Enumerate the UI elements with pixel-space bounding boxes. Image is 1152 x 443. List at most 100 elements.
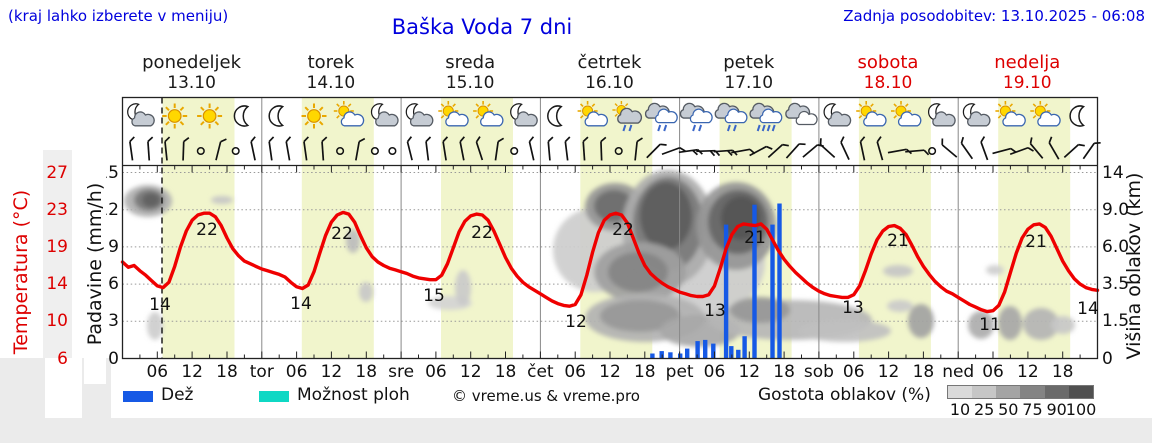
precip-tick-label: 6 bbox=[108, 274, 119, 295]
copyright-link[interactable]: © vreme.us & vreme.pro bbox=[452, 387, 640, 405]
time-label: 12 bbox=[599, 362, 621, 382]
temp-value-label: 11 bbox=[979, 315, 1001, 335]
weather-icon-cr bbox=[714, 102, 748, 132]
wind-barb-icon bbox=[819, 138, 836, 158]
temp-value-label: 14 bbox=[1077, 299, 1099, 319]
day-name: sobota bbox=[857, 52, 919, 73]
wind-barb-icon bbox=[646, 143, 667, 159]
wind-barb-icon bbox=[547, 136, 554, 161]
gradient-segment bbox=[1068, 386, 1093, 398]
rain-legend-label: Dež bbox=[161, 385, 194, 405]
wind-barb-icon bbox=[129, 136, 135, 161]
temp-axis-title: Temperatura (°C) bbox=[10, 189, 32, 355]
wind-barb-icon bbox=[1029, 137, 1044, 159]
gradient-segment bbox=[972, 386, 997, 398]
weather-icon-m bbox=[233, 105, 250, 127]
time-label: 18 bbox=[494, 362, 517, 382]
day-date: 15.10 bbox=[445, 73, 495, 93]
time-label: 06 bbox=[146, 362, 169, 382]
temp-tick-label: 6 bbox=[57, 348, 68, 369]
wind-barb-icon bbox=[876, 136, 884, 161]
wind-calm-icon bbox=[231, 146, 240, 156]
menu-hint-link[interactable]: (kraj lahko izberete v meniju) bbox=[8, 7, 229, 25]
wind-barb-icon bbox=[696, 149, 721, 157]
temp-value-label: 14 bbox=[149, 295, 171, 315]
wind-barb-icon bbox=[600, 136, 607, 161]
day-abbr-label: sob bbox=[803, 362, 834, 382]
cloud-height-tick-label: 9.0 bbox=[1102, 199, 1130, 220]
temp-tick-label: 23 bbox=[46, 199, 68, 220]
rain-legend-swatch bbox=[123, 391, 153, 402]
wind-barb-icon bbox=[941, 138, 958, 158]
wind-barb-icon bbox=[634, 137, 643, 161]
day-date: 18.10 bbox=[863, 73, 913, 93]
wind-barb-icon bbox=[960, 136, 974, 160]
wind-barb-icon bbox=[442, 136, 449, 161]
wind-barb-icon bbox=[785, 143, 806, 159]
time-label: 06 bbox=[842, 362, 865, 382]
weather-icon-mc bbox=[405, 103, 434, 127]
wind-calm-icon bbox=[336, 146, 345, 156]
temp-tick-label: 10 bbox=[46, 311, 68, 332]
gradient-segment bbox=[996, 386, 1021, 398]
wind-barb-icon bbox=[425, 136, 432, 161]
wind-barb-icon bbox=[164, 136, 171, 161]
weather-icon-sc bbox=[995, 100, 1026, 127]
wind-barb-icon bbox=[250, 136, 256, 161]
wind-barb-icon bbox=[475, 136, 484, 161]
wind-barb-icon bbox=[661, 146, 686, 156]
weather-icon-mc bbox=[510, 103, 538, 127]
cloud-density-legend-label: Gostota oblakov (%) bbox=[758, 385, 931, 405]
gradient-value-label: 90 bbox=[1046, 400, 1067, 419]
weather-icon-crh bbox=[749, 102, 783, 132]
weather-icon-mc bbox=[927, 103, 956, 127]
wind-barb-icon bbox=[459, 136, 465, 161]
day-abbr-label: ned bbox=[942, 362, 975, 382]
temp-tick-label: 19 bbox=[46, 236, 68, 257]
day-name: četrtek bbox=[577, 52, 642, 73]
cloud-height-tick-label: 6.0 bbox=[1102, 236, 1130, 257]
day-name: ponedeljek bbox=[142, 52, 242, 73]
day-date: 14.10 bbox=[306, 73, 356, 93]
day-abbr-label: čet bbox=[527, 362, 554, 382]
wind-barb-icon bbox=[887, 148, 913, 155]
weather-icon-mc bbox=[127, 103, 155, 127]
cloud-height-tick-label: 1.5 bbox=[1102, 311, 1130, 332]
temp-value-label: 15 bbox=[423, 286, 445, 306]
time-label: 12 bbox=[320, 362, 343, 382]
wind-barb-icon bbox=[147, 136, 154, 161]
wind-barb-icon bbox=[528, 136, 535, 161]
weather-icon-m bbox=[1069, 105, 1086, 127]
time-label: 06 bbox=[564, 362, 586, 382]
wind-barb-icon bbox=[713, 149, 738, 156]
gradient-value-label: 100 bbox=[1065, 400, 1097, 419]
temp-value-label: 21 bbox=[1025, 232, 1047, 252]
time-label: 18 bbox=[216, 362, 238, 382]
temp-value-label: 22 bbox=[471, 223, 493, 243]
wind-calm-icon bbox=[928, 146, 937, 156]
wind-barb-icon bbox=[321, 136, 328, 161]
weather-icon-sc bbox=[1030, 100, 1061, 127]
wind-barb-icon bbox=[582, 136, 589, 161]
weather-icon-sc bbox=[438, 100, 469, 127]
weather-icon-mc bbox=[962, 103, 991, 127]
bg-bottomleft-patch bbox=[0, 358, 45, 420]
gradient-segment bbox=[948, 386, 973, 398]
time-label: 06 bbox=[703, 362, 726, 382]
day-abbr-label: tor bbox=[249, 362, 274, 382]
day-abbr-label: pet bbox=[665, 362, 694, 382]
gradient-value-label: 75 bbox=[1022, 400, 1043, 419]
wind-barb-icon bbox=[355, 137, 366, 161]
weather-icon-cr bbox=[679, 102, 713, 132]
weather-icon-scr bbox=[612, 101, 642, 132]
wind-barb-icon bbox=[406, 136, 413, 161]
wind-barb-icon bbox=[1048, 136, 1060, 160]
weather-icon-s bbox=[197, 103, 223, 129]
weather-icon-m bbox=[268, 105, 285, 127]
gradient-value-label: 10 bbox=[949, 400, 971, 419]
time-label: 18 bbox=[773, 362, 795, 382]
bg-left-strip bbox=[43, 150, 72, 358]
time-label: 12 bbox=[181, 362, 203, 382]
time-label: 18 bbox=[633, 362, 656, 382]
wind-barb-icon bbox=[749, 145, 773, 157]
